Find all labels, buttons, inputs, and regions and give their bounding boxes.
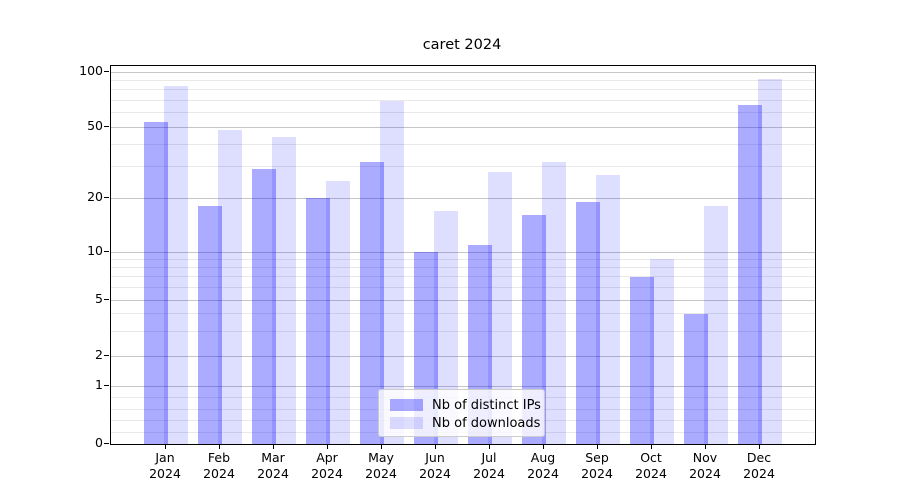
- minor-gridline: [111, 112, 815, 114]
- bar-downloads: [272, 136, 296, 444]
- x-tick-label: Jan 2024: [149, 450, 181, 481]
- x-tick-label: May 2024: [365, 450, 397, 481]
- y-tick-label: 100: [79, 63, 103, 78]
- x-tick-mark: [650, 444, 652, 449]
- y-tick-label: 50: [87, 118, 103, 133]
- minor-gridline: [111, 79, 815, 81]
- legend-label: Nb of downloads: [432, 415, 541, 431]
- x-tick-mark: [272, 444, 274, 449]
- bar-distinct-ips: [198, 206, 222, 444]
- bar-downloads: [326, 180, 350, 444]
- x-tick-label: Feb 2024: [203, 450, 235, 481]
- minor-gridline: [111, 313, 815, 315]
- legend-swatch: [390, 417, 423, 429]
- bar-downloads: [542, 161, 566, 444]
- bar-distinct-ips: [144, 122, 168, 444]
- x-tick-label: Jul 2024: [473, 450, 505, 481]
- bar-downloads: [164, 85, 188, 444]
- y-tick-label: 20: [87, 189, 103, 204]
- bar-distinct-ips: [630, 276, 654, 444]
- x-tick-mark: [434, 444, 436, 449]
- y-tick-mark: [104, 442, 109, 444]
- x-tick-mark: [164, 444, 166, 449]
- major-gridline: [111, 71, 815, 73]
- y-tick-mark: [104, 384, 109, 386]
- x-tick-label: Dec 2024: [743, 450, 775, 481]
- x-tick-mark: [326, 444, 328, 449]
- chart-title: caret 2024: [422, 37, 502, 53]
- bar-distinct-ips: [252, 169, 276, 444]
- y-tick-mark: [104, 298, 109, 300]
- y-tick-label: 0: [95, 435, 103, 450]
- bar-downloads: [704, 206, 728, 444]
- x-tick-mark: [596, 444, 598, 449]
- minor-gridline: [111, 330, 815, 332]
- minor-gridline: [111, 89, 815, 91]
- x-tick-label: Nov 2024: [689, 450, 721, 481]
- major-gridline: [111, 355, 815, 357]
- y-tick-mark: [104, 354, 109, 356]
- bar-distinct-ips: [306, 198, 330, 444]
- bar-downloads: [650, 259, 674, 444]
- legend: Nb of distinct IPs Nb of downloads: [378, 389, 545, 437]
- major-gridline: [111, 251, 815, 253]
- x-tick-mark: [380, 444, 382, 449]
- x-tick-label: Oct 2024: [635, 450, 667, 481]
- minor-gridline: [111, 166, 815, 168]
- bar-downloads: [758, 78, 782, 444]
- minor-gridline: [111, 99, 815, 101]
- bar-distinct-ips: [576, 201, 600, 444]
- major-gridline: [111, 385, 815, 387]
- legend-row: Nb of distinct IPs: [390, 396, 541, 414]
- bar-downloads: [596, 174, 620, 444]
- x-tick-mark: [758, 444, 760, 449]
- minor-gridline: [111, 266, 815, 268]
- y-tick-label: 1: [95, 377, 103, 392]
- bar-distinct-ips: [738, 104, 762, 444]
- minor-gridline: [111, 276, 815, 278]
- x-tick-mark: [704, 444, 706, 449]
- y-tick-label: 10: [87, 243, 103, 258]
- x-tick-mark: [218, 444, 220, 449]
- legend-label: Nb of distinct IPs: [432, 397, 541, 413]
- x-tick-mark: [488, 444, 490, 449]
- x-tick-label: Apr 2024: [311, 450, 343, 481]
- x-tick-label: Aug 2024: [527, 450, 559, 481]
- x-tick-mark: [542, 444, 544, 449]
- major-gridline: [111, 197, 815, 199]
- minor-gridline: [111, 286, 815, 288]
- plot-area: [110, 65, 816, 445]
- y-tick-mark: [104, 250, 109, 252]
- bar-distinct-ips: [684, 313, 708, 444]
- x-tick-label: Mar 2024: [257, 450, 289, 481]
- y-tick-label: 2: [95, 347, 103, 362]
- major-gridline: [111, 299, 815, 301]
- y-tick-label: 5: [95, 291, 103, 306]
- bar-downloads: [380, 101, 404, 444]
- legend-row: Nb of downloads: [390, 414, 540, 432]
- minor-gridline: [111, 143, 815, 145]
- major-gridline: [111, 126, 815, 128]
- y-tick-mark: [104, 125, 109, 127]
- bar-downloads: [218, 130, 242, 444]
- minor-gridline: [111, 258, 815, 260]
- y-tick-mark: [104, 196, 109, 198]
- x-tick-label: Sep 2024: [581, 450, 613, 481]
- x-tick-label: Jun 2024: [419, 450, 451, 481]
- legend-swatch: [390, 399, 423, 411]
- y-tick-mark: [104, 70, 109, 72]
